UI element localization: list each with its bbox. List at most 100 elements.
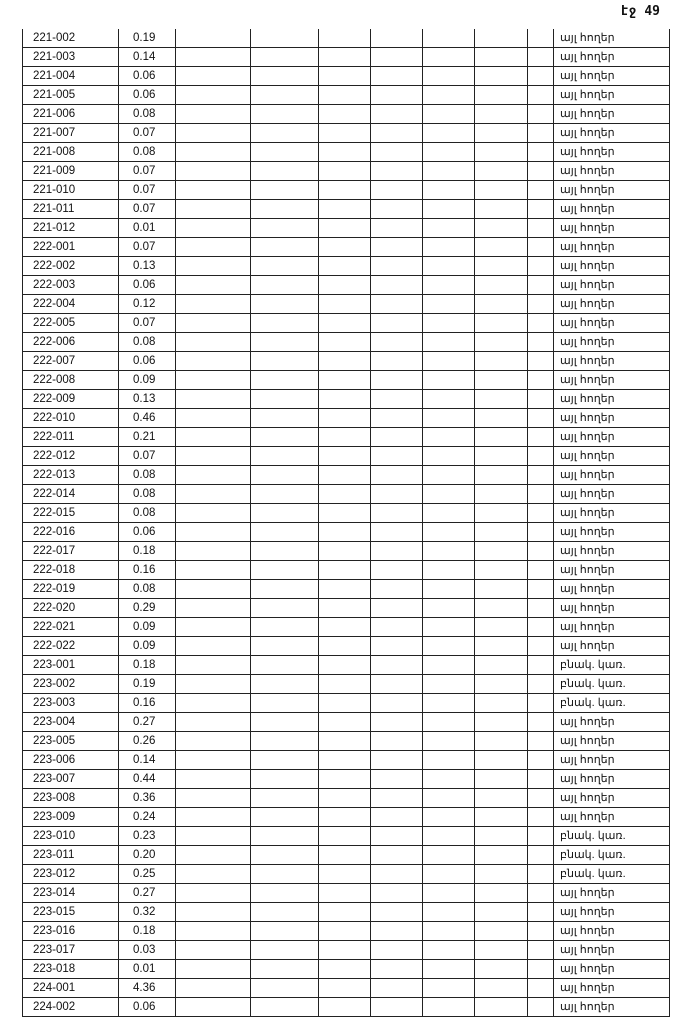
empty-cell xyxy=(370,484,423,504)
land-type-cell: այլ հողեր xyxy=(553,237,670,257)
land-type-cell: այլ հողեր xyxy=(553,731,670,751)
empty-cell xyxy=(474,237,528,257)
land-type-cell: այլ հողեր xyxy=(553,294,670,314)
area-cell: 0.18 xyxy=(118,921,176,941)
empty-cell xyxy=(527,769,554,789)
empty-cell xyxy=(422,66,475,86)
empty-cell xyxy=(474,142,528,162)
empty-cell xyxy=(527,180,554,200)
empty-cell xyxy=(250,237,319,257)
land-type-cell: այլ հողեր xyxy=(553,997,670,1017)
empty-cell xyxy=(250,807,319,827)
empty-cell xyxy=(318,731,371,751)
empty-cell xyxy=(175,693,251,713)
empty-cell xyxy=(527,959,554,979)
empty-cell xyxy=(175,85,251,105)
parcel-id-cell: 221-002 xyxy=(22,29,119,48)
parcel-id-cell: 223-003 xyxy=(22,693,119,713)
land-type-cell: այլ հողեր xyxy=(553,522,670,542)
empty-cell xyxy=(474,674,528,694)
empty-cell xyxy=(370,332,423,352)
empty-cell xyxy=(474,921,528,941)
empty-cell xyxy=(250,693,319,713)
parcel-id-cell: 222-016 xyxy=(22,522,119,542)
empty-cell xyxy=(370,104,423,124)
empty-cell xyxy=(318,655,371,675)
empty-cell xyxy=(527,712,554,732)
land-type-cell: այլ հողեր xyxy=(553,617,670,637)
empty-cell xyxy=(527,104,554,124)
empty-cell xyxy=(474,883,528,903)
empty-cell xyxy=(527,750,554,770)
empty-cell xyxy=(370,693,423,713)
empty-cell xyxy=(527,237,554,257)
empty-cell xyxy=(370,712,423,732)
empty-cell xyxy=(250,503,319,523)
empty-cell xyxy=(318,769,371,789)
empty-cell xyxy=(422,237,475,257)
land-type-cell: այլ հողեր xyxy=(553,883,670,903)
empty-cell xyxy=(370,180,423,200)
table-row: 222-015 0.08 այլ հողեր xyxy=(22,503,670,523)
land-type-cell: այլ հողեր xyxy=(553,427,670,447)
empty-cell xyxy=(527,826,554,846)
parcel-id-cell: 224-002 xyxy=(22,997,119,1017)
empty-cell xyxy=(422,199,475,219)
parcel-id-cell: 223-008 xyxy=(22,788,119,808)
table-row: 222-020 0.29 այլ հողեր xyxy=(22,598,670,618)
empty-cell xyxy=(370,883,423,903)
area-cell: 0.06 xyxy=(118,66,176,86)
area-cell: 0.23 xyxy=(118,826,176,846)
empty-cell xyxy=(370,408,423,428)
table-row: 221-004 0.06 այլ հողեր xyxy=(22,66,670,86)
empty-cell xyxy=(175,142,251,162)
empty-cell xyxy=(250,598,319,618)
empty-cell xyxy=(474,313,528,333)
empty-cell xyxy=(175,332,251,352)
table-row: 222-002 0.13 այլ հողեր xyxy=(22,256,670,276)
empty-cell xyxy=(175,29,251,48)
empty-cell xyxy=(370,199,423,219)
land-type-cell: այլ հողեր xyxy=(553,769,670,789)
area-cell: 0.27 xyxy=(118,712,176,732)
empty-cell xyxy=(250,123,319,143)
empty-cell xyxy=(370,256,423,276)
empty-cell xyxy=(370,769,423,789)
empty-cell xyxy=(318,541,371,561)
empty-cell xyxy=(474,769,528,789)
empty-cell xyxy=(474,161,528,181)
empty-cell xyxy=(474,864,528,884)
table-row: 223-005 0.26 այլ հողեր xyxy=(22,731,670,751)
empty-cell xyxy=(370,959,423,979)
table-row: 222-004 0.12 այլ հողեր xyxy=(22,294,670,314)
empty-cell xyxy=(527,313,554,333)
empty-cell xyxy=(474,427,528,447)
page-number: էջ 49 xyxy=(620,4,660,19)
table-row: 221-012 0.01 այլ հողեր xyxy=(22,218,670,238)
empty-cell xyxy=(422,826,475,846)
table-row: 222-013 0.08 այլ հողեր xyxy=(22,465,670,485)
land-type-cell: այլ հողեր xyxy=(553,503,670,523)
empty-cell xyxy=(175,218,251,238)
empty-cell xyxy=(474,845,528,865)
table-row: 223-015 0.32 այլ հողեր xyxy=(22,902,670,922)
area-cell: 0.19 xyxy=(118,29,176,48)
empty-cell xyxy=(422,85,475,105)
land-type-cell: բնակ. կառ. xyxy=(553,693,670,713)
empty-cell xyxy=(175,997,251,1017)
empty-cell xyxy=(474,579,528,599)
area-cell: 0.16 xyxy=(118,560,176,580)
empty-cell xyxy=(527,503,554,523)
parcel-id-cell: 223-011 xyxy=(22,845,119,865)
empty-cell xyxy=(250,788,319,808)
land-type-cell: այլ հողեր xyxy=(553,807,670,827)
empty-cell xyxy=(370,902,423,922)
area-cell: 0.08 xyxy=(118,332,176,352)
area-cell: 0.06 xyxy=(118,85,176,105)
parcel-id-cell: 223-001 xyxy=(22,655,119,675)
parcel-id-cell: 222-001 xyxy=(22,237,119,257)
empty-cell xyxy=(175,465,251,485)
empty-cell xyxy=(370,237,423,257)
parcel-id-cell: 222-013 xyxy=(22,465,119,485)
area-cell: 0.07 xyxy=(118,180,176,200)
